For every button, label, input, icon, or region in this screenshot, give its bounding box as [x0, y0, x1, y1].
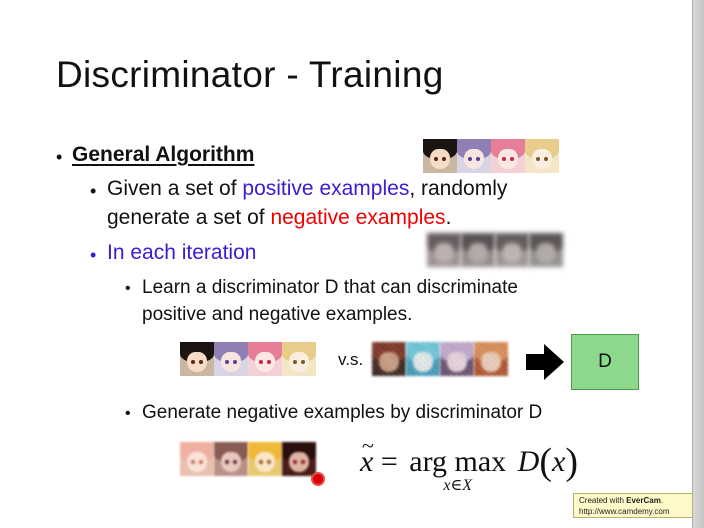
face-thumb — [406, 342, 440, 376]
face-thumb — [423, 139, 457, 173]
argmax-formula: ~ x = arg max x∈X D(x) — [360, 433, 578, 494]
bullet-dot: • — [90, 245, 97, 265]
face-thumb — [474, 342, 508, 376]
bullet-dot: • — [125, 280, 131, 297]
window-edge — [692, 0, 704, 528]
cursor-pointer-icon — [311, 472, 325, 486]
in-each-iteration: In each iteration — [107, 241, 257, 264]
formula-x-tilde: ~ x — [360, 433, 374, 479]
formula-tilde: ~ — [362, 433, 374, 458]
positive-examples-strip-mid — [180, 342, 316, 376]
face-thumb — [282, 442, 316, 476]
evercam-watermark[interactable]: Created with EverCam. http://www.camdemy… — [573, 493, 693, 518]
formula-equals: = — [380, 445, 398, 478]
face-thumb — [248, 442, 282, 476]
positive-examples-strip-top — [423, 139, 559, 173]
given-middle: , randomly — [409, 177, 508, 200]
watermark-prefix: Created with — [579, 496, 627, 505]
slide-title: Discriminator - Training — [56, 54, 444, 95]
formula-open-paren: ( — [539, 441, 552, 483]
discriminator-box: D — [571, 334, 639, 390]
face-thumb — [214, 342, 248, 376]
initial-negative-strip — [427, 233, 563, 267]
formula-x: x — [360, 445, 374, 478]
given-prefix: Given a set of — [107, 177, 243, 200]
watermark-brand: EverCam — [626, 496, 661, 505]
formula-argmax: arg max x∈X — [409, 445, 507, 494]
generated-negative-strip — [180, 442, 316, 476]
learn-line-2: positive and negative examples. — [142, 304, 413, 325]
face-thumb — [529, 233, 563, 267]
face-thumb — [180, 342, 214, 376]
positive-examples-text: positive examples — [242, 177, 410, 200]
bullet-dot: • — [125, 405, 131, 422]
face-thumb — [495, 233, 529, 267]
negative-examples-text: negative examples — [270, 206, 446, 229]
face-thumb — [214, 442, 248, 476]
face-thumb — [440, 342, 474, 376]
given-line2-suffix: . — [445, 206, 452, 229]
face-thumb — [461, 233, 495, 267]
heading-general-algorithm: General Algorithm — [72, 143, 255, 166]
learn-line-1: Learn a discriminator D that can discrim… — [142, 277, 518, 298]
formula-arg: x — [552, 445, 566, 478]
watermark-url[interactable]: http://www.camdemy.com — [579, 507, 670, 516]
face-thumb — [248, 342, 282, 376]
formula-func: D — [517, 445, 540, 478]
formula-subscript: x∈X — [443, 477, 473, 494]
negative-examples-strip-mid — [372, 342, 508, 376]
bullet-dot: • — [90, 181, 97, 201]
face-thumb — [180, 442, 214, 476]
bullet-dot: • — [56, 147, 63, 167]
given-line-1: Given a set of positive examples, random… — [107, 177, 507, 201]
face-thumb — [372, 342, 406, 376]
watermark-suffix: . — [660, 496, 664, 505]
face-thumb — [427, 233, 461, 267]
given-line2-prefix: generate a set of — [107, 206, 271, 229]
right-arrow-icon-head — [544, 344, 564, 380]
formula-argmax-text: arg max — [409, 445, 507, 478]
right-arrow-icon — [526, 354, 544, 370]
generate-line: Generate negative examples by discrimina… — [142, 402, 543, 423]
face-thumb — [525, 139, 559, 173]
face-thumb — [282, 342, 316, 376]
face-thumb — [457, 139, 491, 173]
vs-label: v.s. — [338, 350, 364, 369]
face-thumb — [491, 139, 525, 173]
watermark-line-1: Created with EverCam. — [579, 495, 687, 506]
given-line-2: generate a set of negative examples. — [107, 206, 451, 230]
formula-close-paren: ) — [565, 441, 578, 483]
